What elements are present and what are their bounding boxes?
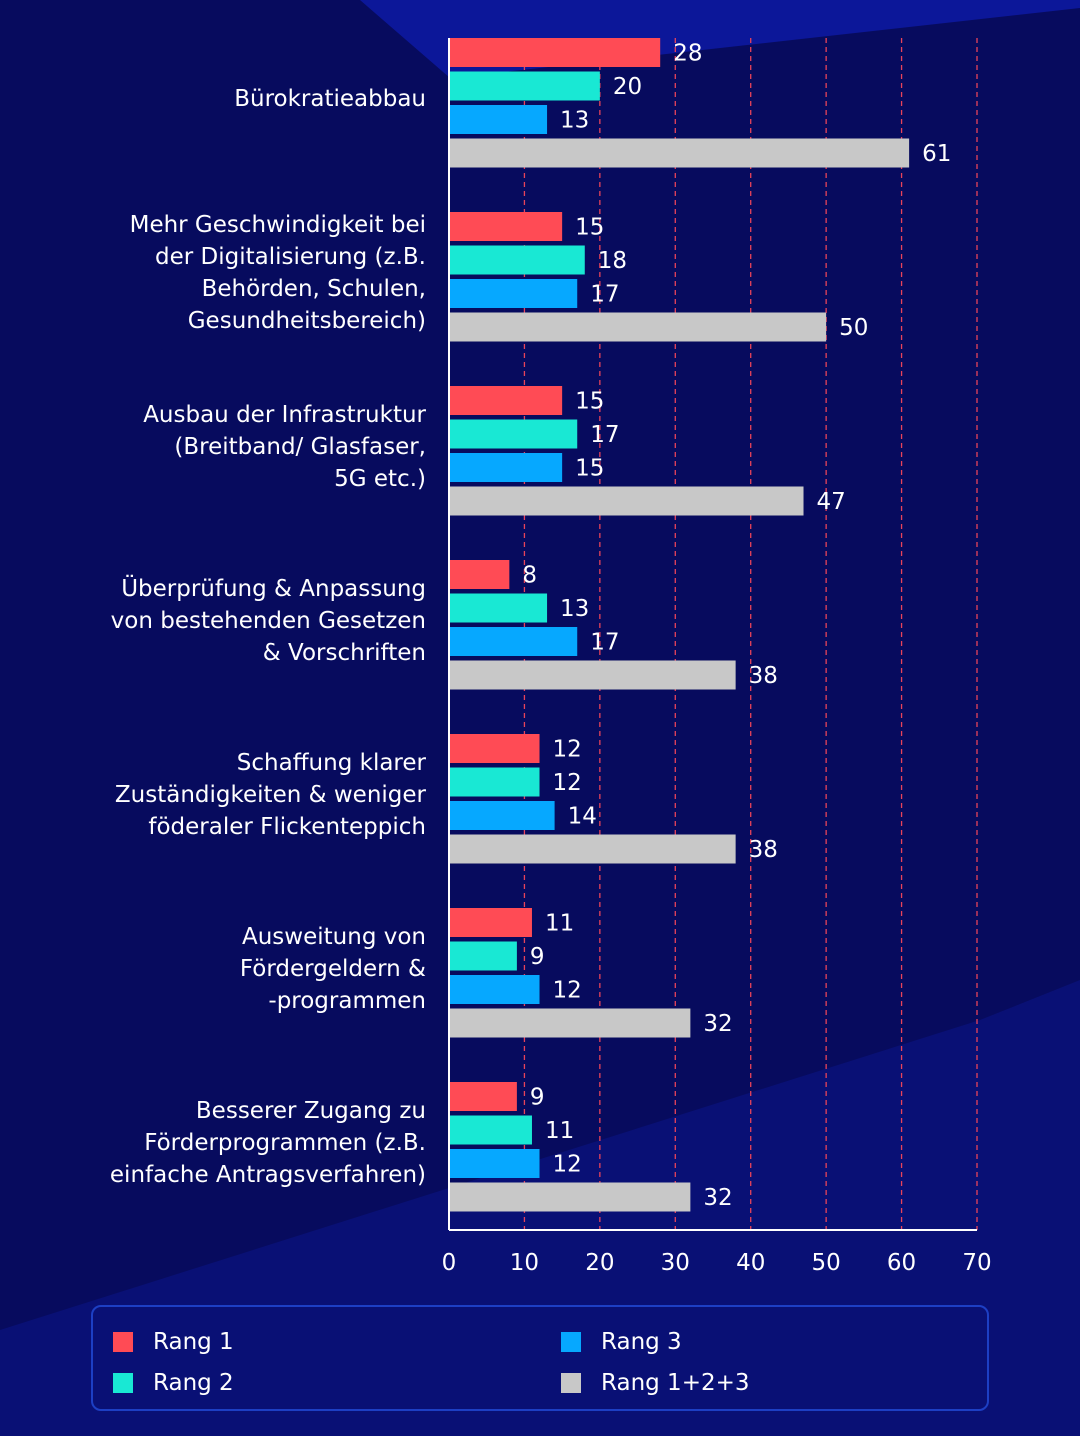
bar bbox=[449, 975, 540, 1004]
data-label: 32 bbox=[703, 1185, 732, 1211]
bar bbox=[449, 1008, 691, 1038]
bar bbox=[449, 908, 532, 937]
category-label: Besserer Zugang zu Förderprogrammen (z.B… bbox=[109, 1097, 426, 1188]
category-label: Überprüfung & Anpassung von bestehenden … bbox=[110, 575, 426, 666]
category-label: Mehr Geschwindigkeit bei der Digitalisie… bbox=[129, 211, 426, 334]
data-label: 28 bbox=[673, 41, 702, 67]
legend-item-rang-3: Rang 3 bbox=[561, 1327, 682, 1357]
bar bbox=[449, 560, 510, 589]
x-tick-label: 40 bbox=[736, 1250, 765, 1276]
bar bbox=[449, 486, 804, 516]
data-label: 8 bbox=[522, 563, 537, 589]
legend-label: Rang 3 bbox=[601, 1329, 682, 1355]
legend-swatch bbox=[113, 1332, 133, 1352]
x-tick-label: 60 bbox=[887, 1250, 916, 1276]
legend-label: Rang 1 bbox=[153, 1329, 234, 1355]
data-label: 32 bbox=[703, 1011, 732, 1037]
data-label: 17 bbox=[590, 630, 619, 656]
legend-label: Rang 2 bbox=[153, 1370, 234, 1396]
bar bbox=[449, 941, 517, 971]
bar bbox=[449, 834, 736, 864]
data-label: 12 bbox=[553, 978, 582, 1004]
data-label: 11 bbox=[545, 1118, 574, 1144]
category-label: Schaffung klarer Zuständigkeiten & wenig… bbox=[114, 749, 426, 840]
x-tick-labels: 0 10 20 30 40 50 60 70 bbox=[442, 1250, 992, 1276]
bar bbox=[449, 660, 736, 690]
data-label: 50 bbox=[839, 315, 868, 341]
bar bbox=[449, 419, 578, 449]
bar bbox=[449, 734, 540, 763]
bar bbox=[449, 1149, 540, 1178]
x-tick-label: 0 bbox=[442, 1250, 457, 1276]
legend-swatch bbox=[113, 1373, 133, 1393]
bar bbox=[449, 1115, 532, 1145]
category-label: Bürokratieabbau bbox=[234, 85, 426, 112]
data-label: 61 bbox=[922, 141, 951, 167]
bar bbox=[449, 386, 563, 415]
data-label: 12 bbox=[553, 737, 582, 763]
bar bbox=[449, 801, 555, 830]
data-label: 15 bbox=[575, 389, 604, 415]
data-label: 13 bbox=[560, 108, 589, 134]
bar bbox=[449, 453, 563, 482]
data-label: 17 bbox=[590, 282, 619, 308]
data-label: 14 bbox=[568, 804, 597, 830]
bar bbox=[449, 212, 563, 241]
legend-label: Rang 1+2+3 bbox=[601, 1370, 750, 1396]
x-tick-label: 10 bbox=[510, 1250, 539, 1276]
bar bbox=[449, 1082, 517, 1111]
bar bbox=[449, 767, 540, 797]
data-label: 38 bbox=[749, 663, 778, 689]
legend-item-rang-1-2-3: Rang 1+2+3 bbox=[561, 1368, 750, 1398]
axes bbox=[448, 38, 977, 1231]
data-label: 17 bbox=[590, 422, 619, 448]
legend-swatch bbox=[561, 1332, 581, 1352]
data-label: 47 bbox=[817, 489, 846, 515]
data-label: 9 bbox=[530, 944, 545, 970]
bars bbox=[449, 38, 910, 1212]
data-label: 15 bbox=[575, 215, 604, 241]
data-label: 15 bbox=[575, 456, 604, 482]
data-label: 11 bbox=[545, 911, 574, 937]
x-tick-label: 50 bbox=[812, 1250, 841, 1276]
legend-item-rang-2: Rang 2 bbox=[113, 1368, 234, 1398]
bar-chart: 2820136115181750151715478131738121214381… bbox=[442, 38, 992, 1276]
bar bbox=[449, 245, 585, 275]
bar bbox=[449, 593, 548, 623]
x-tick-label: 20 bbox=[585, 1250, 614, 1276]
data-label: 38 bbox=[749, 837, 778, 863]
bar bbox=[449, 1182, 691, 1212]
category-label: Ausweitung von Fördergeldern & -programm… bbox=[239, 923, 426, 1014]
bar bbox=[449, 105, 548, 134]
legend-swatch bbox=[561, 1373, 581, 1393]
bar bbox=[449, 38, 661, 67]
bar bbox=[449, 627, 578, 656]
bar bbox=[449, 71, 600, 101]
data-label: 18 bbox=[598, 248, 627, 274]
legend: Rang 1 Rang 2 Rang 3 Rang 1+2+3 bbox=[91, 1305, 989, 1411]
data-label: 20 bbox=[613, 74, 642, 100]
data-label: 13 bbox=[560, 596, 589, 622]
data-label: 12 bbox=[553, 1152, 582, 1178]
data-label: 9 bbox=[530, 1085, 545, 1111]
bar bbox=[449, 138, 910, 168]
legend-item-rang-1: Rang 1 bbox=[113, 1327, 234, 1357]
category-label: Ausbau der Infrastruktur (Breitband/ Gla… bbox=[143, 401, 426, 492]
bar bbox=[449, 312, 827, 342]
data-labels: 2820136115181750151715478131738121214381… bbox=[522, 41, 951, 1212]
x-tick-label: 30 bbox=[661, 1250, 690, 1276]
data-label: 12 bbox=[553, 770, 582, 796]
bar bbox=[449, 279, 578, 308]
x-tick-label: 70 bbox=[962, 1250, 991, 1276]
